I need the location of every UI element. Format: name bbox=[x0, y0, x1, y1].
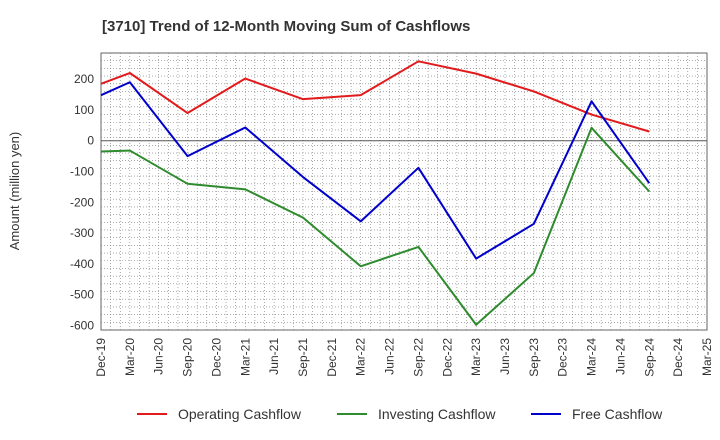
y-tick-label: 200 bbox=[74, 72, 94, 86]
y-axis-label: Amount (million yen) bbox=[7, 132, 22, 251]
x-tick-label: Mar-20 bbox=[123, 338, 137, 376]
x-tick-label: Dec-20 bbox=[209, 338, 223, 377]
x-tick-label: Sep-24 bbox=[642, 338, 656, 377]
x-tick-label: Sep-21 bbox=[296, 338, 310, 377]
grid-lines bbox=[101, 53, 707, 330]
x-axis-ticks: Dec-19 Mar-20 Jun-20 Sep-20 Dec-20 Mar-21 Jun-… bbox=[94, 338, 714, 377]
x-tick-label: Sep-20 bbox=[181, 338, 195, 377]
x-tick-label: Mar-22 bbox=[354, 338, 368, 376]
operating-cashflow-line bbox=[100, 60, 650, 133]
x-tick-label: Mar-25 bbox=[700, 338, 714, 376]
investing-cashflow-line bbox=[100, 126, 651, 326]
free-cashflow-legend-label: Free Cashflow bbox=[572, 406, 663, 422]
series-lines bbox=[100, 60, 651, 326]
x-tick-label: Jun-23 bbox=[498, 338, 512, 375]
x-tick-label: Jun-22 bbox=[383, 338, 397, 375]
x-tick-label: Mar-23 bbox=[469, 338, 483, 376]
y-tick-label: 100 bbox=[74, 103, 94, 117]
y-tick-label: -600 bbox=[70, 318, 94, 332]
y-tick-label: -400 bbox=[70, 257, 94, 271]
y-tick-label: -500 bbox=[70, 288, 94, 302]
x-tick-label: Dec-23 bbox=[556, 338, 570, 377]
legend: Operating Cashflow Investing Cashflow Free… bbox=[137, 406, 663, 422]
y-tick-label: 0 bbox=[87, 134, 94, 148]
chart-title: [3710] Trend of 12-Month Moving Sum of C… bbox=[102, 18, 470, 35]
x-tick-label: Dec-21 bbox=[325, 338, 339, 377]
x-tick-label: Mar-21 bbox=[238, 338, 252, 376]
x-tick-label: Dec-24 bbox=[671, 338, 685, 377]
y-tick-label: -200 bbox=[70, 195, 94, 209]
x-tick-label: Sep-22 bbox=[411, 338, 425, 377]
investing-cashflow-legend-label: Investing Cashflow bbox=[378, 406, 496, 422]
x-tick-label: Jun-24 bbox=[613, 338, 627, 375]
y-axis-ticks: 200 100 0 -100 -200 -300 -400 -500 -600 bbox=[70, 72, 94, 332]
y-tick-label: -100 bbox=[70, 164, 94, 178]
x-tick-label: Dec-19 bbox=[94, 338, 108, 377]
x-tick-label: Jun-20 bbox=[152, 338, 166, 375]
x-tick-label: Sep-23 bbox=[527, 338, 541, 377]
operating-cashflow-legend-label: Operating Cashflow bbox=[178, 406, 302, 422]
y-tick-label: -300 bbox=[70, 226, 94, 240]
x-tick-label: Dec-22 bbox=[440, 338, 454, 377]
x-tick-label: Mar-24 bbox=[585, 338, 599, 376]
free-cashflow-line bbox=[100, 81, 651, 260]
x-tick-label: Jun-21 bbox=[267, 338, 281, 375]
